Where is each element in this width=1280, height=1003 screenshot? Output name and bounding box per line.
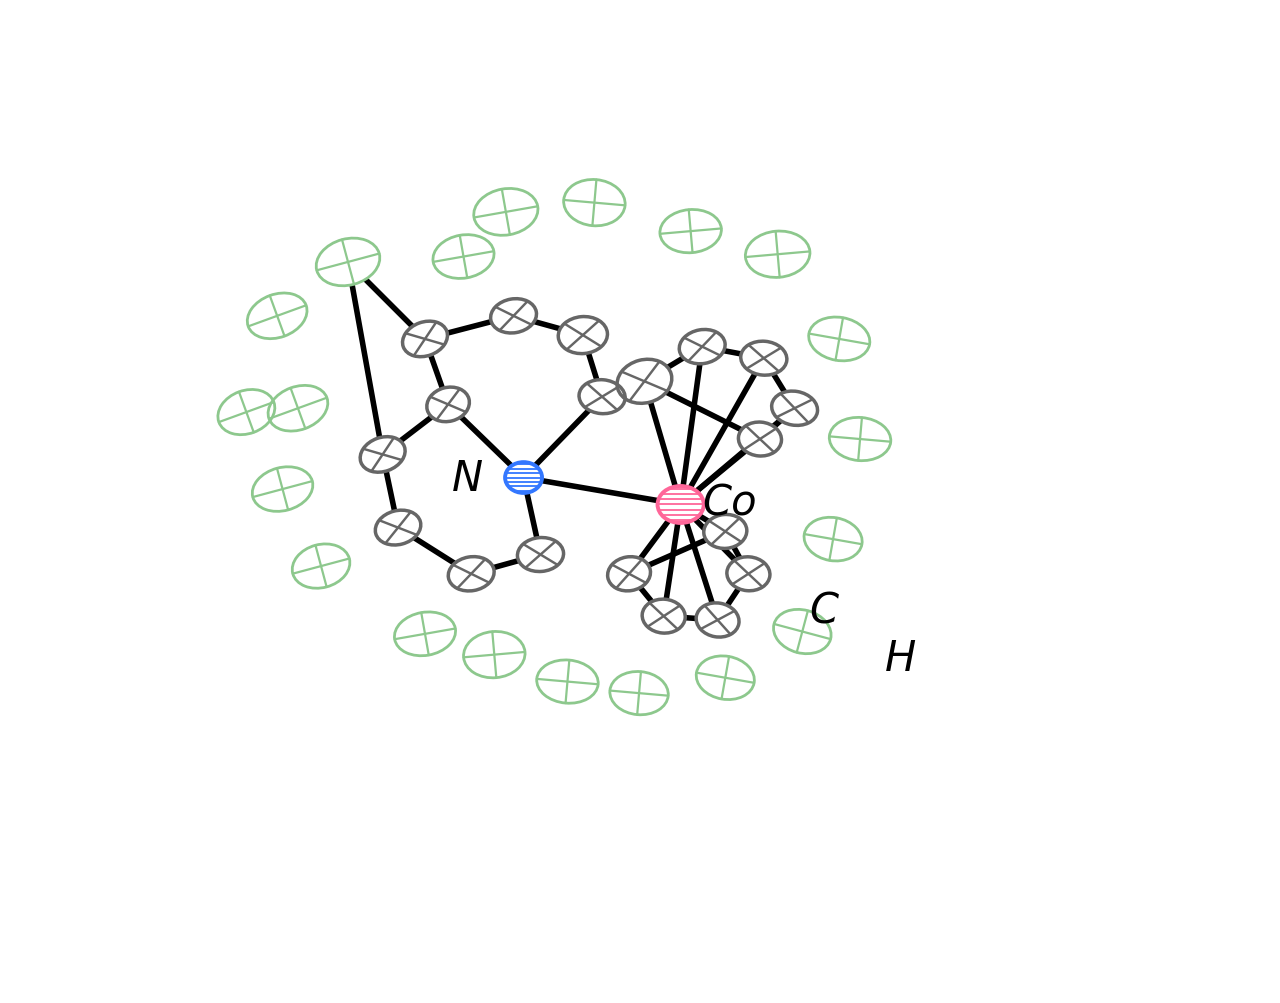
Ellipse shape [394, 613, 456, 656]
Ellipse shape [643, 600, 685, 634]
Ellipse shape [704, 515, 746, 549]
Ellipse shape [745, 232, 810, 278]
Ellipse shape [773, 610, 831, 654]
Ellipse shape [829, 418, 891, 461]
Ellipse shape [658, 486, 704, 524]
Ellipse shape [463, 632, 525, 678]
Ellipse shape [316, 239, 380, 287]
Ellipse shape [741, 342, 787, 376]
Ellipse shape [696, 603, 739, 638]
Ellipse shape [739, 422, 782, 456]
Ellipse shape [608, 557, 650, 592]
Ellipse shape [506, 462, 541, 493]
Ellipse shape [563, 181, 625, 227]
Ellipse shape [660, 211, 722, 254]
Ellipse shape [579, 380, 625, 414]
Ellipse shape [804, 518, 863, 562]
Ellipse shape [252, 467, 312, 512]
Ellipse shape [609, 672, 668, 715]
Ellipse shape [292, 545, 349, 589]
Ellipse shape [474, 190, 538, 236]
Text: Co: Co [703, 482, 756, 525]
Ellipse shape [375, 511, 421, 546]
Text: C: C [809, 590, 838, 632]
Ellipse shape [247, 294, 307, 339]
Ellipse shape [536, 660, 598, 703]
Ellipse shape [402, 322, 448, 357]
Ellipse shape [218, 390, 275, 435]
Text: H: H [886, 638, 916, 680]
Ellipse shape [680, 330, 726, 364]
Text: N: N [452, 457, 483, 499]
Ellipse shape [617, 360, 672, 404]
Ellipse shape [433, 236, 494, 279]
Ellipse shape [696, 656, 754, 700]
Ellipse shape [426, 388, 470, 422]
Ellipse shape [727, 558, 771, 591]
Ellipse shape [490, 299, 536, 334]
Ellipse shape [809, 318, 870, 361]
Ellipse shape [558, 317, 608, 354]
Ellipse shape [517, 538, 563, 572]
Ellipse shape [360, 437, 404, 472]
Ellipse shape [448, 557, 494, 592]
Ellipse shape [772, 392, 818, 426]
Ellipse shape [268, 386, 328, 431]
